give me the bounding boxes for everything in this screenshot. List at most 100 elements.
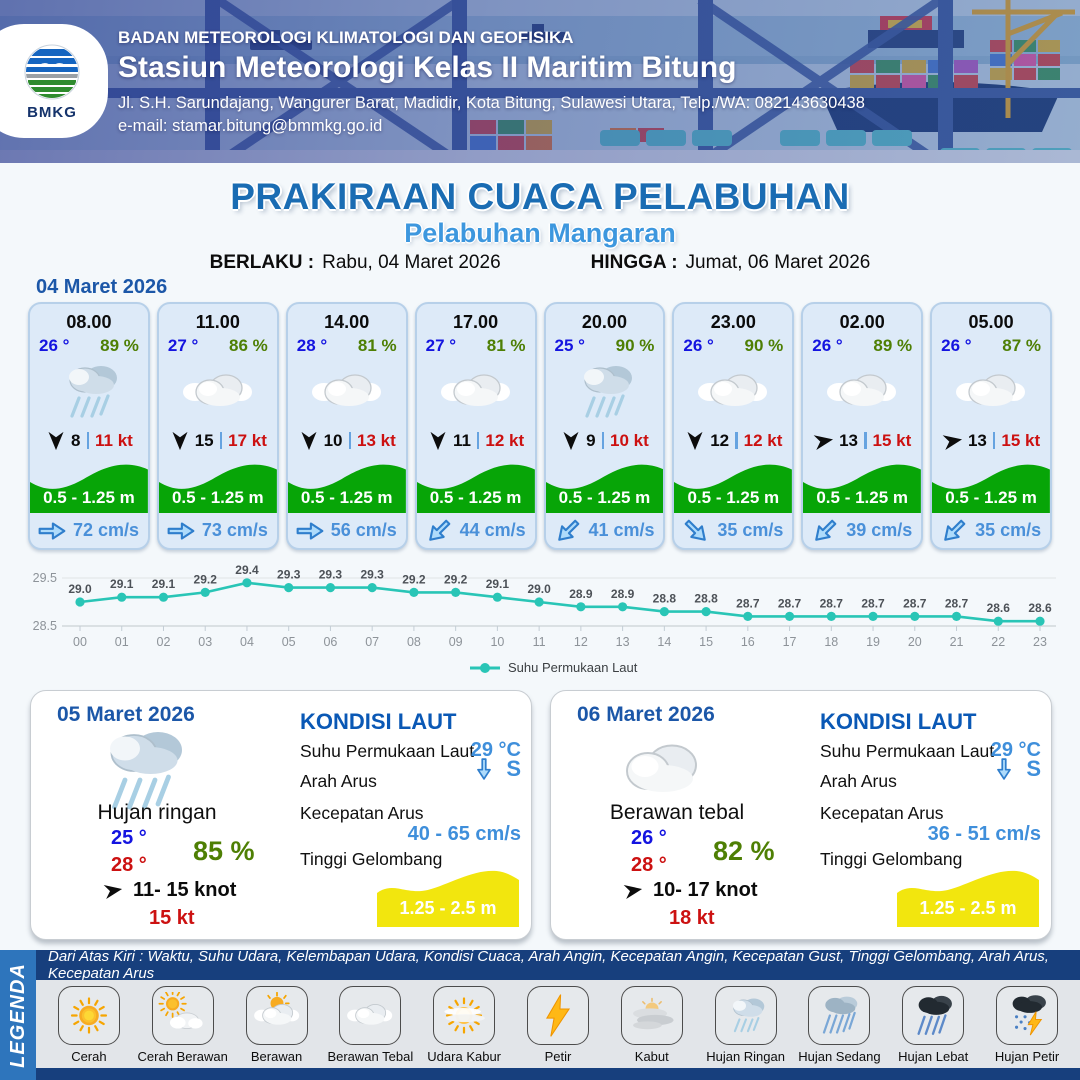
legend-item: Cerah [42,986,136,1068]
current-row: 35 cm/s [674,513,792,548]
current-speed: 44 cm/s [459,520,526,541]
air-temperature: 26 ° [812,336,843,355]
wave-shape [377,870,519,927]
legend-item: Udara Kabur [417,986,511,1068]
legend-label: Hujan Ringan [706,1049,785,1064]
page-subtitle: Pelabuhan Mangaran [404,218,676,248]
forecast-date: 04 Maret 2026 [36,276,168,298]
separator [86,432,90,450]
weather-icon [30,356,148,428]
daily-date: 06 Maret 2026 [577,703,715,726]
wind-speed: 11 [452,430,471,450]
svg-text:15: 15 [699,635,713,649]
wind-direction-icon [428,430,448,452]
svg-text:04: 04 [240,635,254,649]
current-direction-value: S [506,756,521,781]
temp-min: 25 ° [111,827,147,849]
wind-row: 12 12 kt [674,428,792,453]
weather-icon [159,356,277,428]
legend-icon-udara-kabur [433,986,496,1045]
svg-text:02: 02 [157,635,171,649]
current-speed-label: Kecepatan Arus [300,803,424,823]
current-speed-value: 36 - 51 cm/s [927,823,1041,845]
current-row: 56 cm/s [288,513,406,548]
humidity: 81 % [357,336,397,355]
current-direction-icon [37,520,67,542]
svg-text:28.5: 28.5 [33,619,57,633]
svg-text:29.5: 29.5 [33,571,57,585]
current-direction-label: Arah Arus [300,771,377,791]
weather-condition: Berawan tebal [609,801,745,824]
header-text: BADAN METEOROLOGI KLIMATOLOGI DAN GEOFIS… [118,28,865,136]
daily-cards-row: 05 Maret 2026 Hujan ringan 25 ° 28 ° 85 … [30,690,1052,940]
wind-gust: 10 kt [610,430,649,450]
svg-text:29.3: 29.3 [360,568,384,582]
hourly-card: 17.00 27 ° 81 % 11 12 kt 0.5 - 1.25 m 44… [414,302,537,550]
separator [601,432,605,450]
temp-humidity-row: 27 ° 86 % [159,333,277,356]
wind-direction-icon [685,430,705,452]
wind-row: 13 15 kt [932,428,1050,453]
wave-shape [416,464,535,514]
humidity: 87 % [1002,336,1041,355]
temp-humidity-row: 26 ° 89 % [803,333,921,356]
legend-label: Hujan Sedang [798,1049,881,1064]
wave-height-label: Tinggi Gelombang [300,849,443,869]
legend-label: Hujan Petir [994,1049,1060,1064]
temp-humidity-row: 26 ° 89 % [30,333,148,356]
svg-text:29.1: 29.1 [152,577,176,591]
current-direction-icon [807,512,844,548]
daily-date: 05 Maret 2026 [57,703,195,726]
svg-text:29.0: 29.0 [527,582,551,596]
wind-gust: 17 kt [228,430,267,450]
air-temperature: 25 ° [554,336,585,355]
svg-text:28.7: 28.7 [778,596,802,610]
temp-humidity-row: 28 ° 81 % [288,333,406,356]
legend-icon-berawan [245,986,308,1045]
current-speed: 39 cm/s [846,520,913,541]
hourly-time: 02.00 [839,312,885,332]
separator [219,432,223,450]
legend-label: Hujan Lebat [898,1049,969,1064]
wave-height-band: 0.5 - 1.25 m [30,453,148,514]
humidity: 86 % [229,336,268,355]
station-address: Jl. S.H. Sarundajang, Wangurer Barat, Ma… [118,94,865,112]
bmkg-logo-text: BMKG [27,103,77,121]
air-temperature: 27 ° [425,336,457,355]
current-row: 39 cm/s [803,513,921,548]
svg-text:17: 17 [783,635,797,649]
humidity: 85 % [193,836,255,866]
svg-text:07: 07 [365,635,379,649]
hourly-time: 05.00 [968,312,1014,332]
svg-text:13: 13 [616,635,630,649]
current-direction-icon [295,520,325,542]
wave-height: 0.5 - 1.25 m [43,488,135,508]
wind-gust: 18 kt [669,907,715,929]
wind-gust: 12 kt [485,430,525,450]
bmkg-logo-icon [24,44,80,99]
sea-conditions-title: KONDISI LAUT [300,709,457,734]
temp-humidity-row: 27 ° 81 % [417,333,535,356]
current-speed: 35 cm/s [975,520,1042,541]
hourly-card: 20.00 25 ° 90 % 9 10 kt 0.5 - 1.25 m 41 … [543,302,666,550]
svg-text:29.3: 29.3 [319,568,343,582]
legend-icon-hujan-lebat [902,986,965,1045]
hourly-time: 20.00 [581,312,627,332]
svg-text:28.7: 28.7 [945,596,969,610]
wind-row: 9 10 kt [546,428,664,453]
temp-humidity-row: 26 ° 87 % [932,333,1050,356]
legend-item: Hujan Sedang [793,986,887,1068]
svg-text:01: 01 [115,635,129,649]
temp-humidity-row: 26 ° 90 % [674,333,792,356]
hourly-card: 05.00 26 ° 87 % 13 15 kt 0.5 - 1.25 m 35… [930,302,1052,550]
weather-icon [546,356,664,428]
wave-height: 0.5 - 1.25 m [687,488,780,508]
wave-height-band: 0.5 - 1.25 m [674,453,793,514]
legend-icon-hujan-petir [996,986,1059,1045]
legend-item: Kabut [605,986,699,1068]
wave-height-value: 1.25 - 2.5 m [919,898,1017,918]
wind-range: 11- 15 knot [133,879,237,901]
wind-direction-icon [940,429,965,453]
current-speed: 72 cm/s [73,520,140,541]
hourly-time: 14.00 [324,312,370,332]
